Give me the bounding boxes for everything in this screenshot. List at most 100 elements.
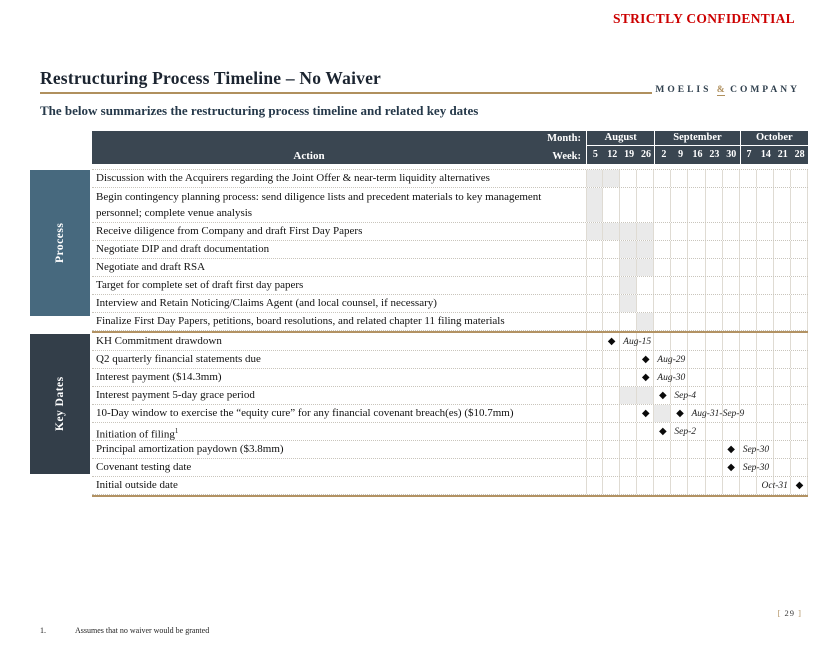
gantt-cell bbox=[740, 423, 757, 440]
gantt-cell bbox=[637, 459, 655, 476]
gantt-cell bbox=[757, 477, 774, 494]
timeline-row: Finalize First Day Papers, petitions, bo… bbox=[92, 313, 808, 331]
gantt-cell bbox=[791, 423, 808, 440]
week-cell: 5 bbox=[592, 149, 598, 160]
week-cell: 2 bbox=[661, 149, 667, 160]
key-dates-section-sidebar: Key Dates bbox=[30, 334, 90, 474]
key-dates-section-label: Key Dates bbox=[54, 376, 66, 432]
gantt-cell bbox=[757, 423, 774, 440]
gantt-cell bbox=[671, 369, 689, 386]
action-cell: Initiation of filing1 bbox=[96, 427, 179, 440]
timeline-row: Negotiate and draft RSA bbox=[92, 259, 808, 277]
section-key_dates: KH Commitment drawdown ◆ Aug-15 Q2 quarterl… bbox=[92, 331, 808, 495]
week-caption: Week: bbox=[552, 151, 581, 162]
gantt-cell bbox=[620, 295, 638, 312]
timeline-row: 10-Day window to exercise the “equity cu… bbox=[92, 405, 808, 423]
week-cell: 16 bbox=[692, 149, 703, 160]
gantt-cell bbox=[620, 477, 638, 494]
gantt-cell bbox=[706, 423, 723, 440]
gantt-cell bbox=[603, 423, 621, 440]
week-cell: 12 bbox=[607, 149, 618, 160]
gantt-cell bbox=[603, 441, 621, 458]
gantt-cell bbox=[671, 170, 689, 187]
gantt-cell bbox=[620, 333, 638, 350]
gantt-cell bbox=[757, 351, 774, 368]
gantt-cell bbox=[740, 477, 757, 494]
action-cell: Initial outside date bbox=[96, 479, 178, 491]
gantt-cell bbox=[620, 170, 638, 187]
gantt-cell bbox=[654, 459, 672, 476]
gantt-cell bbox=[671, 351, 689, 368]
gantt-cell bbox=[723, 188, 740, 222]
gantt-cell bbox=[688, 188, 706, 222]
gantt-cell bbox=[791, 405, 808, 422]
process-section-sidebar: Process bbox=[30, 170, 90, 316]
milestone-diamond: ◆ bbox=[795, 479, 804, 491]
milestone-diamond: ◆ bbox=[727, 443, 735, 455]
gantt-cell bbox=[688, 295, 706, 312]
gantt-cell bbox=[586, 188, 604, 222]
gantt-cell bbox=[740, 241, 757, 258]
gantt-cell bbox=[637, 241, 655, 258]
gantt-cell bbox=[774, 188, 791, 222]
gantt-cell bbox=[740, 223, 757, 240]
gantt-grid: ◆ Aug-30 bbox=[586, 369, 808, 386]
gantt-cell bbox=[637, 313, 655, 330]
milestone-diamond: ◆ bbox=[607, 335, 616, 347]
gantt-cell bbox=[688, 405, 706, 422]
action-cell: Discussion with the Acquirers regarding … bbox=[96, 172, 490, 184]
page-number-value: 29 bbox=[784, 608, 796, 618]
gantt-cell bbox=[671, 459, 689, 476]
gantt-cell bbox=[603, 387, 621, 404]
milestone-diamond: ◆ bbox=[641, 353, 650, 365]
gantt-cell bbox=[654, 259, 672, 276]
gantt-cell bbox=[706, 477, 723, 494]
gantt-cell bbox=[620, 277, 638, 294]
gantt-cell bbox=[620, 259, 638, 276]
gantt-cell bbox=[637, 333, 655, 350]
action-cell: Negotiate and draft RSA bbox=[96, 261, 206, 273]
gantt-cell bbox=[774, 387, 791, 404]
gantt-cell bbox=[740, 459, 757, 476]
gantt-cell bbox=[603, 477, 621, 494]
gantt-cell bbox=[671, 259, 689, 276]
date-label: Sep-30 bbox=[742, 462, 770, 473]
gantt-cell bbox=[774, 170, 791, 187]
gantt-cell bbox=[688, 477, 706, 494]
gantt-cell bbox=[774, 313, 791, 330]
gantt-cell bbox=[740, 313, 757, 330]
gantt-cell bbox=[706, 351, 723, 368]
process-section-label: Process bbox=[54, 222, 66, 264]
date-label: Oct-31 bbox=[761, 480, 788, 491]
gantt-grid bbox=[586, 170, 808, 187]
action-cell: Interest payment ($14.3mm) bbox=[96, 371, 222, 383]
gantt-grid: ◆ Sep-2 bbox=[586, 423, 808, 440]
gantt-cell bbox=[620, 223, 638, 240]
date-label: Aug-29 bbox=[657, 354, 686, 365]
action-caption: Action bbox=[293, 150, 325, 162]
gantt-cell bbox=[757, 387, 774, 404]
gantt-cell bbox=[620, 351, 638, 368]
page-title: Restructuring Process Timeline – No Waiv… bbox=[40, 68, 382, 88]
gantt-cell bbox=[637, 295, 655, 312]
action-cell: 10-Day window to exercise the “equity cu… bbox=[96, 407, 514, 419]
gantt-cell bbox=[774, 295, 791, 312]
timeline-header: Month: Action Week: August 5 12 19 26 Septemb… bbox=[92, 131, 809, 164]
gantt-cell bbox=[706, 277, 723, 294]
gantt-cell bbox=[637, 477, 655, 494]
gantt-cell bbox=[654, 423, 672, 440]
gantt-cell bbox=[671, 333, 689, 350]
slide-subtitle: The below summarizes the restructuring p… bbox=[40, 103, 479, 118]
gantt-cell bbox=[706, 241, 723, 258]
gantt-cell bbox=[740, 351, 757, 368]
gantt-cell bbox=[706, 333, 723, 350]
action-cell: Covenant testing date bbox=[96, 461, 192, 473]
gantt-cell bbox=[774, 259, 791, 276]
month-label: August bbox=[587, 131, 655, 146]
week-cell: 30 bbox=[726, 149, 737, 160]
gantt-cell bbox=[586, 351, 604, 368]
gantt-cell bbox=[791, 188, 808, 222]
gantt-cell bbox=[774, 223, 791, 240]
gantt-cell bbox=[688, 441, 706, 458]
date-label: Aug-30 bbox=[657, 372, 686, 383]
